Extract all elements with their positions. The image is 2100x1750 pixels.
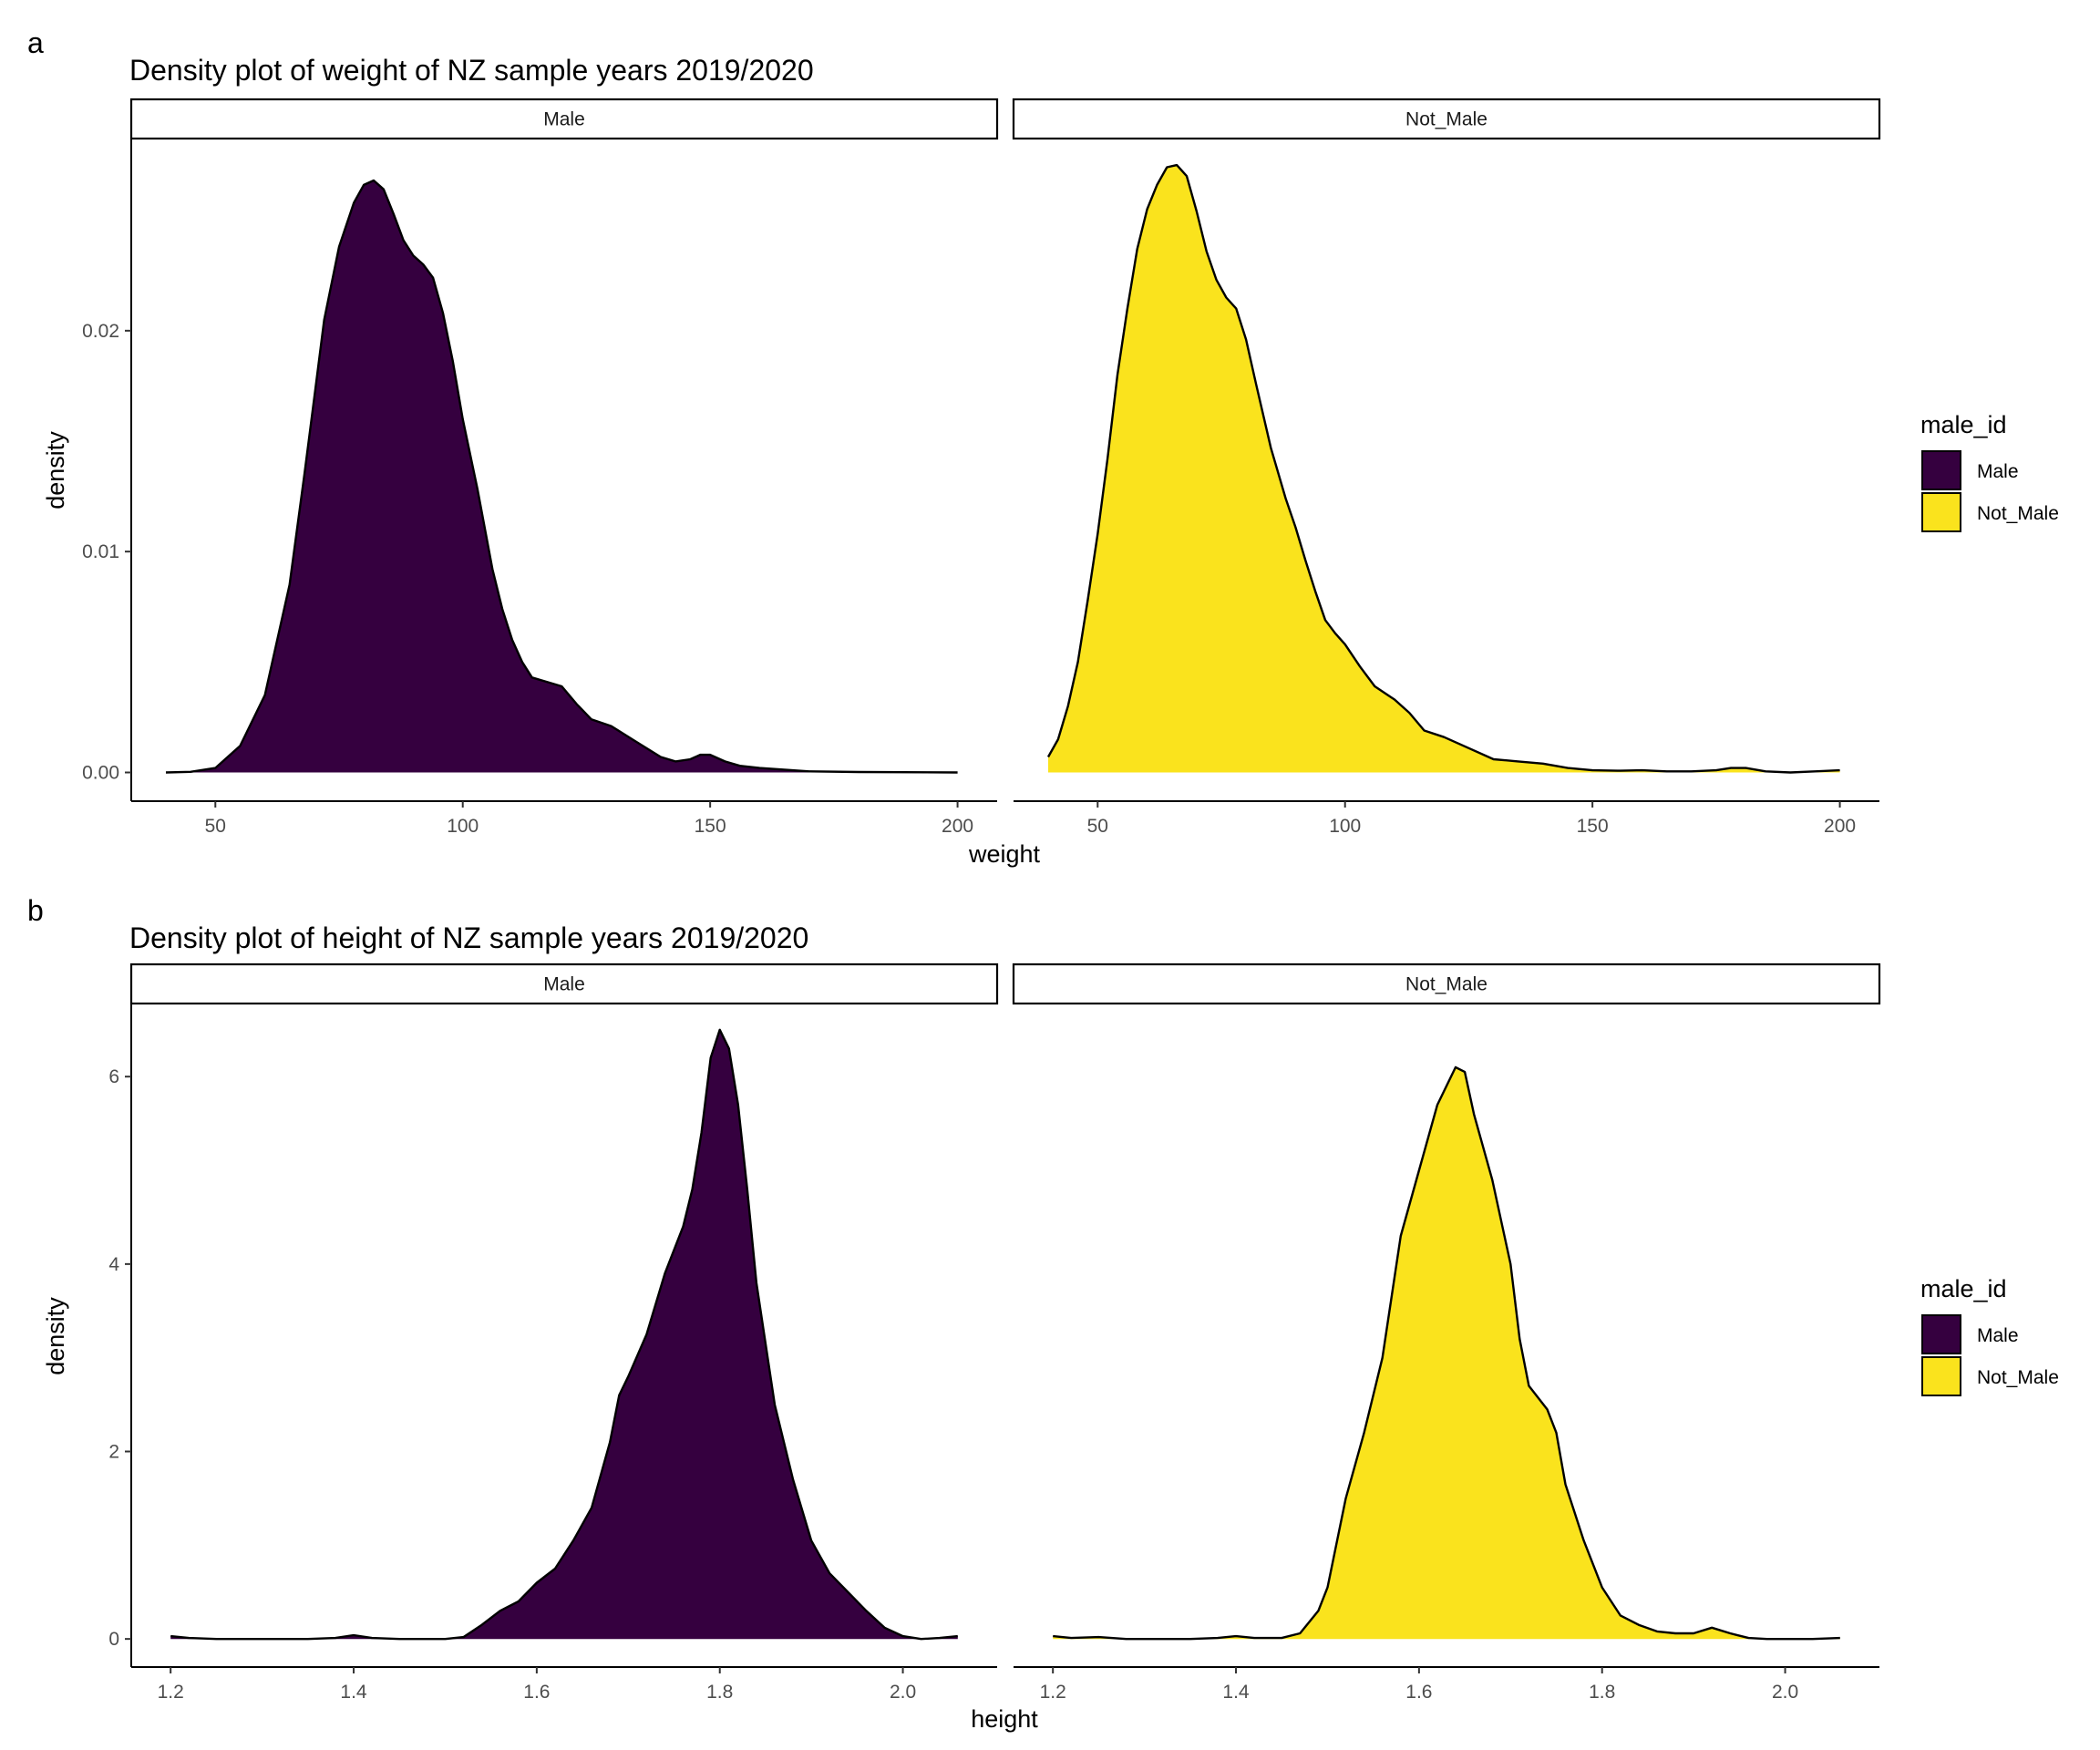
weight-y-tick-label: 0.01 [82,541,119,562]
weight-legend-title: male_id [1920,411,2007,438]
height-x-tick-label: 1.8 [706,1682,733,1703]
weight-x-tick-label: 50 [205,816,226,837]
density-area-male [170,1029,958,1640]
height-facet-male: Male 1.2 1.4 1.6 1.8 2.0 [129,962,999,1703]
density-area-not-male [1048,165,1840,773]
weight-legend: male_id Male Not_Male [1920,411,2059,532]
facet-strip-label-not-male: Not_Male [1405,109,1488,130]
weight-y-axis-label: density [42,431,69,510]
facet-strip-male [129,98,999,140]
density-line-male [170,1028,958,1641]
height-x-tick-label: 1.4 [340,1682,367,1703]
facet-strip-male [129,962,999,1005]
height-y-tick-label: 4 [108,1254,119,1275]
density-line-not-male [1046,163,1840,774]
height-y-tick-label: 2 [108,1442,119,1463]
panel-a-tag: a [27,26,44,59]
facet-strip-label-not-male: Not_Male [1405,974,1488,995]
legend-key-not-male [1921,1356,1961,1396]
height-x-axis-label: height [971,1705,1038,1733]
legend-label-male: Male [1977,461,2019,482]
legend-label-not-male: Not_Male [1977,503,2059,524]
height-x-tick-label: 1.2 [158,1682,184,1703]
height-y-tick-label: 6 [108,1066,119,1087]
weight-y-tick-label: 0.02 [82,321,119,342]
weight-x-tick-label: 100 [1329,816,1361,837]
weight-facet-not-male: Not_Male 50 100 150 200 [1012,98,1881,837]
density-area-not-male [1053,1066,1840,1640]
facet-strip-not-male [1012,98,1881,140]
weight-facet-male: Male 50 100 150 200 [129,98,999,837]
facet-strip-label-male: Male [543,974,585,995]
height-y-axis: 0 2 4 6 [108,1004,132,1667]
height-chart-title: Density plot of height of NZ sample year… [129,921,808,954]
height-x-tick-label: 2.0 [890,1682,916,1703]
weight-y-axis: 0.00 0.01 0.02 [82,139,132,801]
weight-x-axis-label: weight [968,840,1041,868]
legend-key-male [1921,1314,1961,1354]
facet-strip-label-male: Male [543,109,585,130]
height-x-tick-label: 2.0 [1772,1682,1798,1703]
weight-density-panel: Density plot of weight of NZ sample year… [42,54,2059,868]
panel-b-tag: b [27,894,44,927]
height-legend: male_id Male Not_Male [1920,1275,2059,1396]
weight-x-tick-label: 150 [695,816,726,837]
height-y-axis-label: density [42,1297,69,1375]
legend-key-male [1921,450,1961,490]
legend-key-not-male [1921,492,1961,532]
density-area-male [166,180,958,773]
height-x-tick-label: 1.2 [1040,1682,1066,1703]
height-x-tick-label: 1.6 [1405,1682,1432,1703]
density-line-male [165,179,958,774]
height-x-tick-label: 1.6 [523,1682,550,1703]
density-line-not-male [1053,1065,1840,1641]
height-facet-not-male: Not_Male 1.2 1.4 1.6 1.8 2.0 [1012,962,1881,1703]
weight-y-tick-label: 0.00 [82,762,119,783]
height-legend-title: male_id [1920,1275,2007,1302]
height-y-tick-label: 0 [108,1629,119,1650]
facet-strip-not-male [1012,962,1881,1005]
height-x-tick-label: 1.4 [1222,1682,1250,1703]
weight-x-tick-label: 50 [1087,816,1108,837]
weight-x-tick-label: 200 [942,816,973,837]
legend-label-not-male: Not_Male [1977,1367,2059,1388]
height-density-panel: Density plot of height of NZ sample year… [42,921,2059,1733]
weight-x-tick-label: 100 [447,816,479,837]
legend-label-male: Male [1977,1325,2019,1346]
weight-x-tick-label: 150 [1577,816,1609,837]
weight-x-tick-label: 200 [1824,816,1856,837]
weight-chart-title: Density plot of weight of NZ sample year… [129,54,814,87]
height-x-tick-label: 1.8 [1589,1682,1615,1703]
